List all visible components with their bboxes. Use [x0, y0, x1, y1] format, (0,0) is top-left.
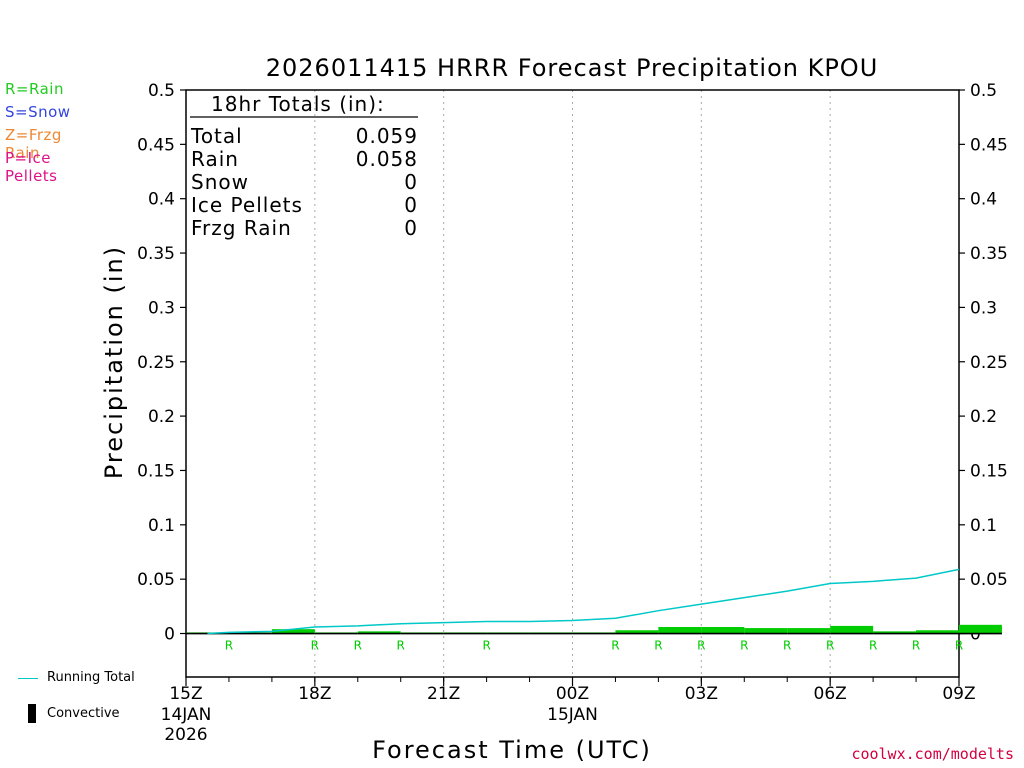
y-tick-label-right: 0.45: [970, 135, 1008, 155]
totals-value: 0: [404, 193, 418, 217]
totals-label: Snow: [191, 170, 249, 194]
x-tick-label: 18Z: [298, 684, 331, 704]
precip-type-label: R: [611, 639, 619, 653]
precip-type-label: R: [397, 639, 405, 653]
totals-value: 0.059: [356, 124, 418, 148]
convective-swatch: [28, 704, 36, 723]
totals-value: 0.058: [356, 147, 418, 171]
precip-bar: [615, 630, 659, 634]
y-tick-label-right: 0.4: [970, 190, 997, 210]
precip-type-label: R: [826, 639, 834, 653]
precip-type-label: R: [225, 639, 233, 653]
y-tick-label-left: 0.05: [137, 570, 175, 590]
precip-bar: [916, 630, 959, 634]
site-credit[interactable]: coolwx.com/modelts: [851, 745, 1014, 763]
y-tick-label-left: 0.35: [137, 244, 175, 264]
precip-bar: [357, 631, 401, 634]
totals-heading: 18hr Totals (in):: [211, 92, 385, 116]
y-tick-label-right: 0.1: [970, 516, 997, 536]
precip-bar: [701, 626, 745, 634]
x-tick-sublabel: 15JAN: [547, 705, 598, 725]
legend-rain: R=Rain: [5, 80, 64, 98]
totals-label: Ice Pellets: [191, 193, 303, 217]
legend-snow: S=Snow: [5, 103, 71, 121]
y-axis-ticks: 0 00.05 0.050.1 0.10.15 0.150.2 0.20.25 0.250.…: [137, 81, 1008, 645]
y-tick-label-right: 0.2: [970, 407, 997, 427]
y-tick-label-right: 0: [970, 625, 981, 645]
precip-type-label: R: [912, 639, 920, 653]
x-axis-label: Forecast Time (UTC): [372, 736, 652, 764]
gridlines: [314, 90, 831, 677]
legend-ice-pellets: P=Ice Pellets: [5, 149, 58, 185]
x-tick-label: 09Z: [942, 684, 975, 704]
x-tick-label: 00Z: [556, 684, 589, 704]
x-tick-label: 21Z: [427, 684, 460, 704]
precip-type-label: R: [697, 639, 705, 653]
y-tick-label-right: 0.25: [970, 353, 1008, 373]
convective-legend-label: Convective: [47, 706, 120, 721]
y-tick-label-left: 0.4: [148, 190, 175, 210]
precip-type-label: R: [740, 639, 748, 653]
precip-bar: [787, 628, 831, 634]
totals-rows: Total 0.059 Rain 0.058 Snow 0 Ice Pellets 0 Frzg…: [190, 124, 418, 240]
y-tick-label-right: 0.15: [970, 461, 1008, 481]
legend-frzg-rain: Z=Frzg Rain: [5, 126, 62, 162]
y-tick-label-right: 0.5: [970, 81, 997, 101]
precip-type-label: R: [311, 639, 319, 653]
totals-value: 0: [404, 170, 418, 194]
y-axis-label: Precipitation (in): [100, 245, 128, 479]
totals-label: Frzg Rain: [191, 216, 292, 240]
totals-label: Total: [190, 124, 243, 148]
y-tick-label-right: 0.05: [970, 570, 1008, 590]
y-tick-label-left: 0.45: [137, 135, 175, 155]
precip-type-label: R: [654, 639, 662, 653]
precip-bars: [186, 624, 1002, 635]
precip-type-label: R: [783, 639, 791, 653]
x-tick-sublabel: 2026: [164, 725, 207, 745]
precip-bar: [959, 624, 1002, 634]
y-tick-label-right: 0.35: [970, 244, 1008, 264]
precip-type-label: R: [955, 639, 963, 653]
y-tick-label-left: 0.3: [148, 298, 175, 318]
precip-bar: [873, 631, 917, 634]
x-tick-sublabel: 14JAN: [161, 705, 212, 725]
y-tick-label-right: 0.3: [970, 298, 997, 318]
x-tick-label: 15Z: [169, 684, 202, 704]
precip-type-label: R: [482, 639, 490, 653]
precip-type-label: R: [354, 639, 362, 653]
x-tick-label: 03Z: [685, 684, 718, 704]
y-tick-label-left: 0: [164, 625, 175, 645]
totals-value: 0: [404, 216, 418, 240]
precip-bar: [744, 628, 788, 634]
y-tick-label-left: 0.1: [148, 516, 175, 536]
chart-title: 2026011415 HRRR Forecast Precipitation K…: [266, 54, 879, 82]
precip-bar: [830, 625, 874, 634]
y-tick-label-left: 0.5: [148, 81, 175, 101]
totals-label: Rain: [191, 147, 239, 171]
running-total-line: [207, 568, 960, 635]
running-total-swatch: [18, 678, 38, 679]
y-tick-label-left: 0.2: [148, 407, 175, 427]
x-tick-label: 06Z: [814, 684, 847, 704]
y-tick-label-left: 0.25: [137, 353, 175, 373]
y-tick-label-left: 0.15: [137, 461, 175, 481]
precip-type-label: R: [869, 639, 877, 653]
totals-box: 18hr Totals (in): Total 0.059 Rain 0.058 Sno…: [190, 92, 418, 240]
precip-bar: [271, 629, 315, 634]
running-total-legend-label: Running Total: [47, 670, 135, 685]
precip-bar: [658, 626, 702, 634]
